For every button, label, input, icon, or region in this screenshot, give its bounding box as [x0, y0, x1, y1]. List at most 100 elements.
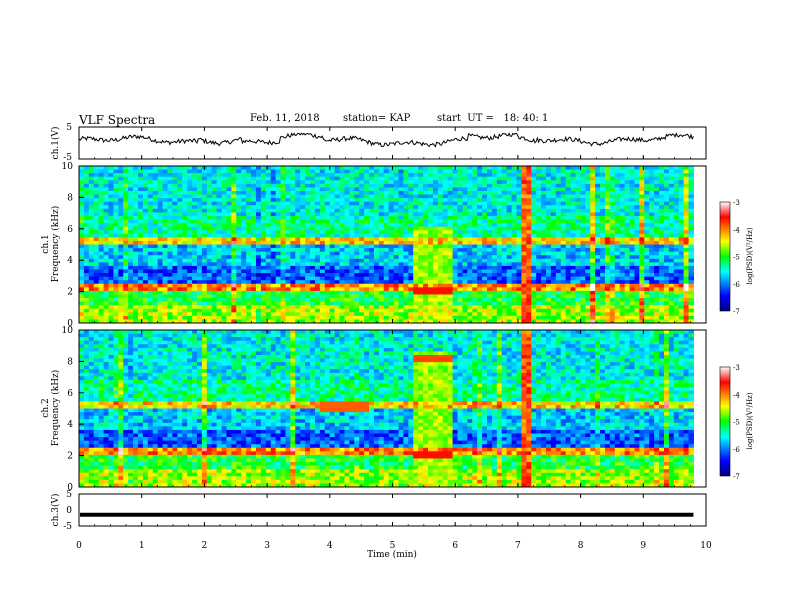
- spectrogram-cell: [88, 166, 95, 171]
- spectrogram-cell: [118, 233, 124, 238]
- spectrogram-cell: [501, 280, 508, 285]
- spectrogram-cell: [604, 294, 611, 299]
- spectrogram-cell: [428, 315, 434, 320]
- spectrogram-cell: [506, 265, 513, 270]
- spectrogram-cell: [137, 198, 144, 203]
- spectrogram-cell: [600, 255, 606, 260]
- spectrogram-cell: [604, 287, 611, 292]
- spectrogram-cell: [319, 223, 326, 228]
- spectrogram-cell: [255, 205, 262, 210]
- spectrogram-cell: [550, 194, 557, 199]
- spectrogram-cell: [364, 173, 370, 178]
- spectrogram-cell: [482, 219, 488, 224]
- spectrogram-cell: [196, 237, 203, 242]
- spectrogram-cell: [172, 255, 178, 260]
- spectrogram-cell: [201, 233, 208, 238]
- spectrogram-cell: [182, 180, 188, 185]
- spectrogram-cell: [88, 176, 95, 181]
- spectrogram-cell: [226, 312, 232, 317]
- spectrogram-cell: [393, 173, 400, 178]
- spectrogram-cell: [462, 315, 468, 320]
- spectrogram-cell: [231, 237, 237, 242]
- spectrogram-cell: [118, 315, 124, 320]
- spectrogram-cell: [408, 212, 414, 217]
- spectrogram-cell: [555, 269, 562, 274]
- spectrogram-cell: [580, 312, 586, 317]
- spectrogram-cell: [83, 290, 90, 295]
- spectrogram-cell: [629, 315, 635, 320]
- spectrogram-cell: [177, 169, 183, 174]
- spectrogram-cell: [339, 194, 345, 199]
- spectrogram-cell: [300, 312, 306, 317]
- spectrogram-cell: [521, 244, 527, 249]
- spectrogram-cell: [280, 280, 286, 285]
- spectrogram-cell: [604, 237, 611, 242]
- spectrogram-cell: [614, 176, 621, 181]
- spectrogram-cell: [585, 205, 591, 210]
- spectrogram-cell: [93, 240, 100, 245]
- spectrogram-cell: [137, 240, 144, 245]
- spectrogram-cell: [157, 169, 164, 174]
- spectrogram-cell: [383, 294, 390, 299]
- spectrogram-cell: [565, 233, 572, 238]
- spectrogram-cell: [516, 265, 522, 270]
- spectrogram-cell: [600, 194, 606, 199]
- spectrogram-cell: [521, 187, 527, 192]
- spectrogram-cell: [324, 166, 331, 171]
- spectrogram-cell: [555, 230, 562, 235]
- spectrogram-cell: [600, 183, 606, 188]
- spectrogram-cell: [467, 176, 473, 181]
- spectrogram-cell: [364, 305, 370, 310]
- spectrogram-cell: [388, 173, 395, 178]
- spectrogram-cell: [364, 315, 370, 320]
- spectrogram-cell: [437, 294, 444, 299]
- spectrogram-cell: [260, 233, 267, 238]
- spectrogram-cell: [403, 315, 409, 320]
- spectrogram-cell: [231, 251, 237, 256]
- spectrogram-cell: [595, 315, 601, 320]
- spectrogram-cell: [295, 187, 301, 192]
- spectrogram-cell: [501, 198, 508, 203]
- spectrogram-cell: [545, 173, 552, 178]
- spectrogram-cell: [216, 190, 223, 196]
- spectrogram-cell: [246, 262, 252, 267]
- spectrogram-cell: [565, 230, 572, 235]
- spectrogram-cell: [609, 205, 616, 210]
- spectrogram-cell: [467, 233, 473, 238]
- spectrogram-cell: [359, 176, 365, 181]
- spectrogram-cell: [560, 251, 567, 256]
- spectrogram-cell: [378, 255, 385, 260]
- spectrogram-cell: [162, 287, 168, 292]
- spectrogram-cell: [595, 287, 601, 292]
- spectrogram-cell: [354, 212, 360, 217]
- spectrogram-cell: [487, 301, 493, 306]
- spectrogram-cell: [79, 230, 85, 235]
- spectrogram-cell: [462, 258, 468, 263]
- spectrogram-cell: [521, 287, 527, 292]
- spectrogram-cell: [541, 230, 547, 235]
- spectrogram-cell: [541, 180, 547, 185]
- spectrogram-cell: [388, 198, 395, 203]
- spectrogram-cell: [359, 301, 365, 306]
- spectrogram-cell: [624, 244, 631, 249]
- spectrogram-cell: [565, 269, 572, 274]
- spectrogram-cell: [506, 312, 513, 317]
- spectrogram-cell: [133, 208, 139, 213]
- spectrogram-cell: [545, 258, 552, 263]
- spectrogram-cell: [413, 287, 419, 292]
- spectrogram-cell: [246, 294, 252, 299]
- spectrogram-cell: [590, 201, 596, 206]
- spectrogram-cell: [595, 280, 601, 285]
- spectrogram-cell: [624, 190, 631, 196]
- spectrogram-cell: [516, 301, 522, 306]
- spectrogram-cell: [265, 308, 272, 313]
- spectrogram-cell: [550, 258, 557, 263]
- spectrogram-cell: [270, 287, 277, 292]
- spectrogram-cell: [516, 180, 522, 185]
- spectrogram-cell: [442, 269, 449, 274]
- spectrogram-cell: [536, 305, 542, 310]
- spectrogram-cell: [221, 262, 227, 267]
- spectrogram-cell: [103, 280, 109, 285]
- spectrogram-cell: [619, 319, 626, 324]
- spectrogram-cell: [555, 312, 562, 317]
